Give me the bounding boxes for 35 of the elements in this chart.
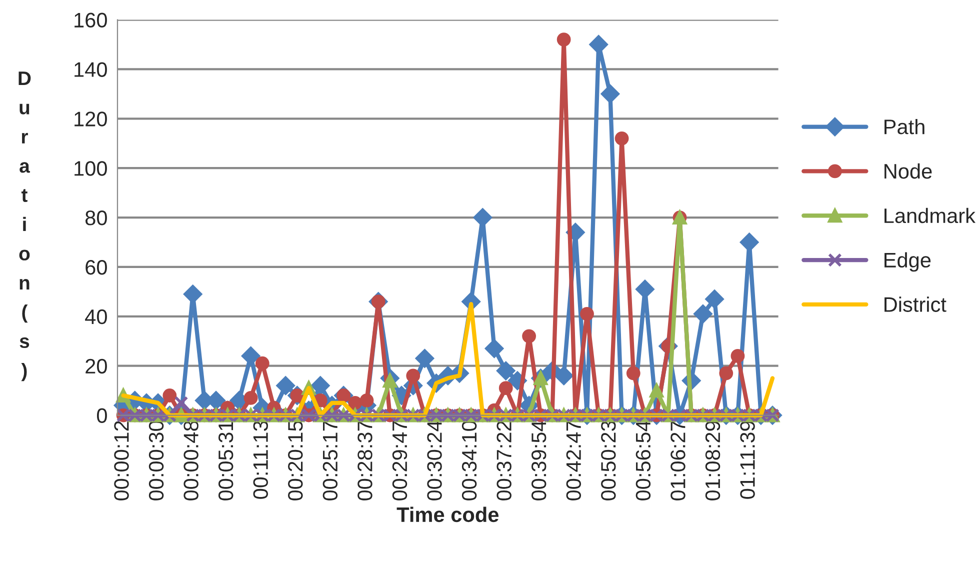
y-tick-label: 20	[86, 358, 107, 374]
y-tick-label: 100	[74, 161, 107, 176]
x-tick-label: 01:06:27	[670, 421, 686, 500]
x-tick-label: 00:28:37	[358, 421, 372, 500]
x-tick-label: 01:11:39	[740, 421, 755, 499]
x-tick-label: 00:50:23	[601, 421, 616, 500]
legend-label: Edge	[884, 252, 931, 272]
y-tick-label: 140	[74, 62, 107, 77]
x-tick-label: 00:42:47	[566, 421, 582, 500]
x-axis-title: Time code	[396, 506, 499, 522]
x-tick-label: 00:00:48	[184, 421, 198, 500]
x-tick-label: 00:39:54	[531, 420, 546, 500]
x-tick-label: 00:11:13	[253, 421, 268, 499]
legend-label: Node	[884, 163, 932, 179]
y-tick-label: 160	[74, 12, 107, 28]
text: Duration(s)	[18, 72, 31, 382]
legend-label: Path	[884, 118, 924, 134]
x-tick-label: 00:34:10	[462, 420, 477, 500]
x-tick-label: 00:20:15	[288, 421, 303, 500]
x-tick-label: 00:25:17	[322, 421, 338, 500]
legend-label: Landmark	[884, 208, 976, 224]
x-tick-label: 00:00:12	[114, 421, 129, 500]
y-tick-label: 80	[85, 210, 107, 226]
x-tick-label: 00:00:30	[148, 420, 164, 500]
x-tick-label: 01:08:29	[705, 421, 720, 500]
x-tick-label: 00:29:47	[392, 421, 408, 500]
x-tick-label: 00:30:24	[427, 420, 442, 500]
x-tick-label: 00:05:31	[218, 421, 234, 500]
y-tick-label: 40	[85, 309, 107, 324]
x-tick-label: 00:37:22	[496, 421, 512, 500]
x-tick-label: 00:56:54	[636, 420, 651, 500]
y-tick-label: 0	[96, 408, 107, 424]
legend-label: District	[884, 296, 946, 312]
y-tick-label: 60	[86, 260, 107, 275]
y-tick-label: 120	[74, 112, 107, 126]
